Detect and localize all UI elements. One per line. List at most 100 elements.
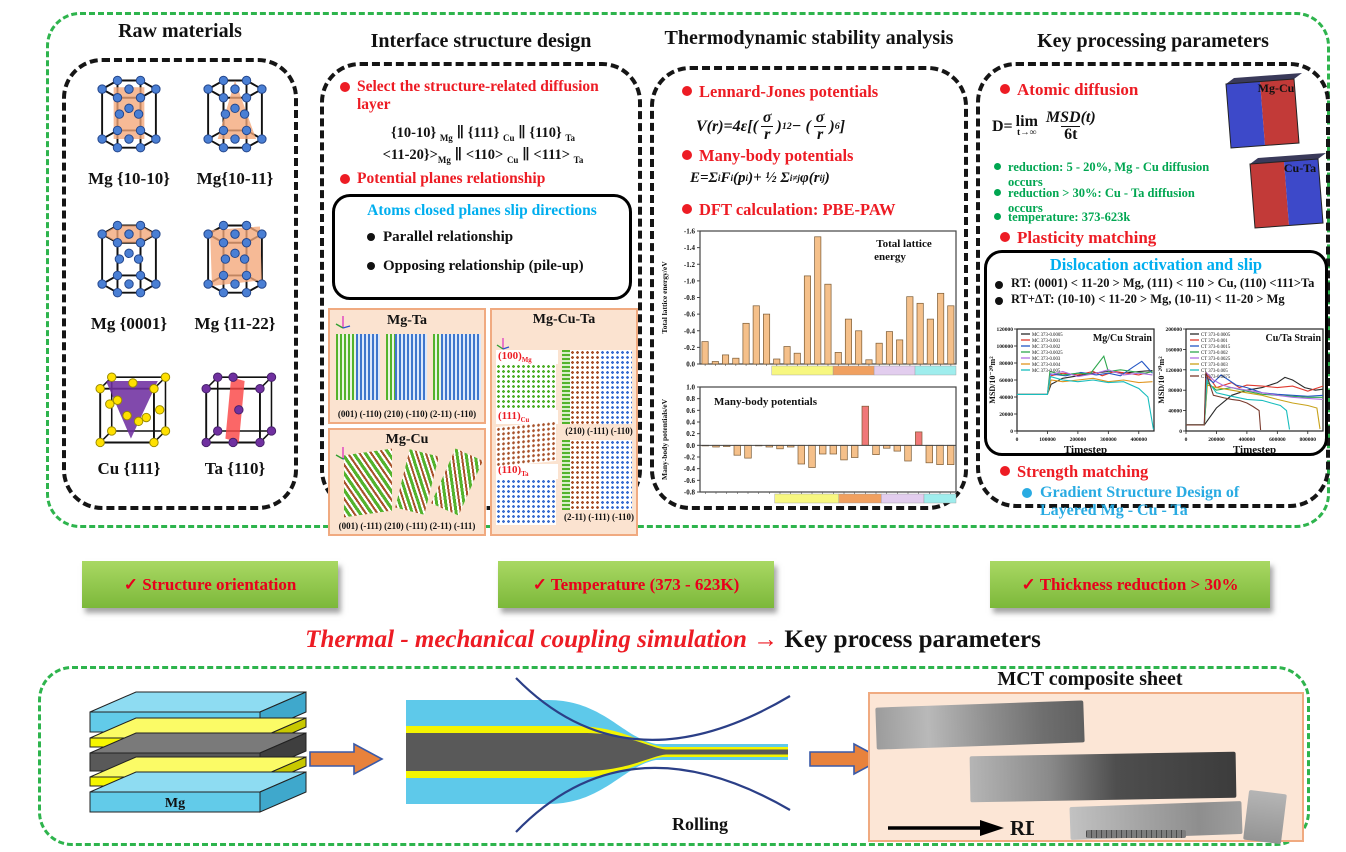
svg-text:60000: 60000 [999, 378, 1013, 384]
green-bullet-reduction-520: reduction: 5 - 20%, Mg - Cu diffusion oc… [994, 160, 1220, 190]
svg-text:0: 0 [1179, 429, 1182, 435]
mgcuta-left-column: (100)Mg (111)Cu (110)Ta [496, 350, 558, 525]
crystal-cell: Mg{10-11} [187, 70, 283, 215]
svg-text:CT 373-0.003: CT 373-0.003 [1201, 363, 1228, 368]
svg-text:0: 0 [1016, 437, 1019, 443]
svg-text:MC 373-0.003: MC 373-0.003 [1032, 357, 1061, 362]
svg-text:Many-body potentials/eV: Many-body potentials/eV [660, 398, 669, 480]
many-body-potentials-chart: -0.8 -0.6 -0.4 -0.2 0.0 0.2 0.4 0.6 0.8 1.0 Many-b… [660, 382, 964, 508]
direction-relationship-line: <11-20}>Mg ∥ <110> Cu ∥ <111> Ta [382, 147, 584, 165]
rd-arrow: RD [888, 816, 1034, 840]
svg-text:0.0: 0.0 [686, 361, 695, 369]
panel4-title: Key processing parameters [1037, 30, 1269, 52]
bullet-strength: Strength matching [1000, 462, 1148, 482]
svg-text:300000: 300000 [1100, 437, 1117, 443]
composite-sheet-photo [969, 751, 1237, 803]
crystal-cell: Mg {0001} [81, 215, 177, 360]
mgta-caption: (001) (-110) (210) (-110) (2-11) (-110) [337, 409, 477, 419]
svg-text:-0.8: -0.8 [684, 489, 696, 497]
mgcu-diffusion-block: Mg-Cu [1214, 70, 1310, 159]
cu-atoms-plane [496, 421, 556, 468]
crystal-label: Ta {110} [204, 459, 266, 478]
cuta-strain-chart: 0 40000 80000 120000 160000 200000 0 200000 4000… [1157, 325, 1327, 456]
axes-icon [496, 338, 510, 350]
mgta-title: Mg-Ta [387, 313, 427, 328]
green-bullet-icon [994, 189, 1001, 196]
plane-label-110ta: (110)Ta [496, 464, 558, 479]
heading-black-part: Key process parameters [784, 626, 1041, 653]
svg-text:-0.6: -0.6 [684, 311, 696, 319]
bullet-potential-planes: Potential planes relationship [340, 170, 620, 188]
dislocation-box: Dislocation activation and slip RT: (000… [984, 250, 1328, 456]
mgcuta-interface-box: Mg-Cu-Ta (100)Mg (111)Cu (110)Ta (210) (… [490, 308, 638, 536]
panel2-title: Interface structure design [370, 30, 592, 52]
svg-text:40000: 40000 [999, 395, 1013, 401]
svg-text:Mg-Cu: Mg-Cu [1258, 81, 1295, 95]
bullet-many-body: Many-body potentials [682, 146, 853, 166]
mgcu-title: Mg-Cu [385, 432, 429, 447]
arrow-right-icon [309, 742, 384, 776]
crystal-cell: Ta {110} [187, 360, 283, 505]
gradient-structure-note: Gradient Structure Design of Layered Mg … [1022, 484, 1292, 520]
crystal-drawing [97, 220, 161, 298]
svg-text:100000: 100000 [997, 344, 1014, 350]
diffusion-formula: D= lim t→∞ MSD(t) 6t [992, 109, 1096, 143]
svg-text:800000: 800000 [1300, 437, 1317, 443]
total-lattice-energy-chart: -1.6 -1.4 -1.2 -1.0 -0.8 -0.6 -0.4 -0.2 0.0 Total… [660, 226, 964, 380]
svg-text:-0.2: -0.2 [684, 454, 696, 462]
svg-text:40000: 40000 [1168, 409, 1182, 415]
svg-text:0.0: 0.0 [686, 442, 695, 450]
red-bullet-icon [340, 82, 350, 92]
svg-text:0.2: 0.2 [686, 430, 695, 438]
svg-text:CT 373-0.0075: CT 373-0.0075 [1201, 375, 1231, 380]
crystal-drawing [95, 372, 171, 448]
svg-text:energy: energy [874, 251, 906, 263]
svg-text:MC 373-0.0025: MC 373-0.0025 [1032, 351, 1063, 356]
slip-box-title: Atoms closed planes slip directions [367, 202, 597, 219]
svg-text:-1.2: -1.2 [684, 261, 696, 269]
svg-text:CT 373-0.002: CT 373-0.002 [1201, 351, 1228, 356]
bottom-section-border [38, 666, 1310, 846]
svg-text:Mg/Cu Strain: Mg/Cu Strain [1093, 333, 1153, 344]
svg-text:-1.4: -1.4 [684, 244, 696, 252]
svg-text:Mg: Mg [165, 796, 185, 811]
heading-arrow: → [753, 626, 779, 653]
bullet-dft: DFT calculation: PBE-PAW [682, 200, 895, 220]
svg-text:-0.6: -0.6 [684, 477, 696, 485]
svg-text:CT 373-0.001: CT 373-0.001 [1201, 339, 1228, 344]
red-bullet-icon [682, 150, 692, 160]
svg-text:1.0: 1.0 [686, 384, 695, 392]
crystal-drawing [201, 372, 277, 448]
black-bullet-icon [367, 233, 375, 241]
cyan-bullet-icon [1022, 488, 1032, 498]
red-bullet-icon [340, 174, 350, 184]
svg-text:CT 373-0.0005: CT 373-0.0005 [1201, 333, 1231, 338]
red-bullet-icon [1000, 232, 1010, 242]
opposing-relationship-item: Opposing relationship (pile-up) [367, 258, 629, 275]
crystal-cell: Cu {111} [81, 360, 177, 505]
svg-text:MSD/10⁻²⁰m²: MSD/10⁻²⁰m² [989, 356, 997, 404]
crystal-label: Mg {11-22} [194, 314, 276, 333]
lower-roller-curve [515, 766, 791, 833]
crystal-drawing [97, 75, 161, 153]
svg-text:Total lattice energy/eV: Total lattice energy/eV [660, 261, 669, 334]
svg-text:MC 373-0.002: MC 373-0.002 [1032, 345, 1061, 350]
red-bullet-icon [1000, 466, 1010, 476]
bullet-lennard-jones: Lennard-Jones potentials [682, 82, 878, 102]
axes-icon [335, 316, 351, 329]
svg-text:Timestep: Timestep [1233, 444, 1276, 455]
mgcuta-title: Mg-Cu-Ta [532, 312, 596, 327]
rolling-diagram: Rolling [406, 677, 791, 834]
svg-text:400000: 400000 [1131, 437, 1148, 443]
svg-text:0: 0 [1185, 437, 1188, 443]
svg-text:0.6: 0.6 [686, 407, 695, 415]
svg-text:80000: 80000 [999, 361, 1013, 367]
svg-text:MC 373-0.0005: MC 373-0.0005 [1032, 333, 1063, 338]
panel3-thermodynamic-stability: Lennard-Jones potentials V(r)=4ε[(σ r) 12−… [650, 66, 968, 510]
mgta-interface-box: Mg-Ta (001) (-110) (210) (-110) (2-11) (… [328, 308, 486, 424]
dislocation-title: Dislocation activation and slip [1049, 255, 1263, 274]
svg-text:120000: 120000 [997, 327, 1014, 333]
svg-text:Cu-Ta: Cu-Ta [1284, 161, 1316, 175]
mg-atoms-plane [496, 364, 556, 411]
